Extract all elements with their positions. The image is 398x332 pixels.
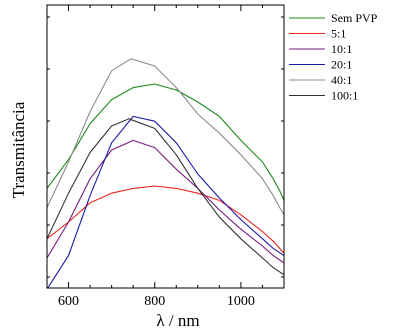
x-tick-label: 800	[144, 294, 165, 309]
series-line-3	[47, 115, 284, 288]
legend-label-2: 10:1	[331, 42, 352, 56]
legend-label-0: Sem PVP	[331, 11, 378, 25]
series-line-5	[47, 118, 284, 276]
legend-label-4: 40:1	[331, 73, 352, 87]
x-tick-label: 1000	[227, 294, 255, 309]
series-line-1	[47, 185, 284, 254]
series-line-4	[47, 58, 284, 216]
legend-label-3: 20:1	[331, 58, 352, 72]
x-tick-label: 600	[58, 294, 79, 309]
legend-label-5: 100:1	[331, 89, 358, 103]
plot-frame	[46, 4, 285, 289]
series-line-0	[47, 83, 284, 201]
plot-area: 600 800 1000	[46, 4, 285, 309]
legend-label-1: 5:1	[331, 27, 346, 41]
y-axis-title: Transmitância	[9, 101, 28, 198]
series-lines	[47, 58, 284, 288]
legend: Sem PVP 5:110:1 20:140:1 100:1	[289, 11, 378, 103]
series-line-2	[47, 139, 284, 264]
x-axis-title: λ / nm	[156, 311, 199, 330]
